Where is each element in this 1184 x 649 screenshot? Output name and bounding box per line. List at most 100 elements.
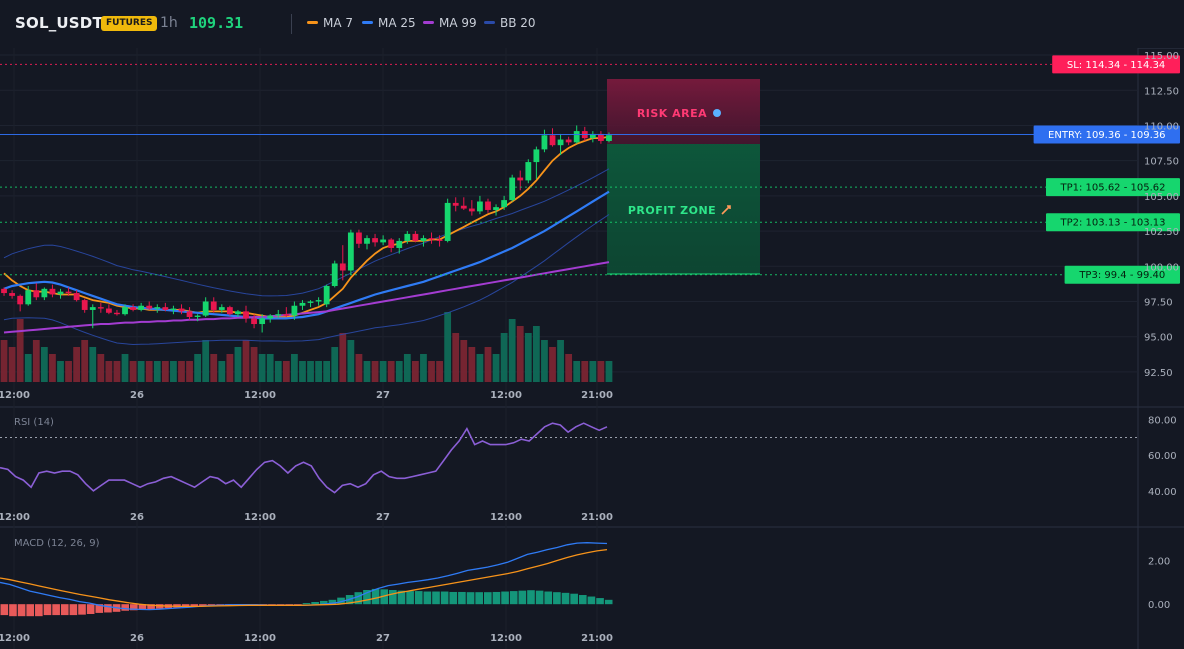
- time-tick-label: 21:00: [581, 512, 613, 523]
- macd-histogram-bar: [0, 604, 9, 616]
- time-tick-label: 12:00: [244, 512, 276, 523]
- candle-body: [291, 305, 298, 316]
- volume-bar: [355, 354, 363, 382]
- bollinger-bands: [3, 168, 610, 346]
- candle-body: [122, 307, 128, 315]
- time-tick-label: 26: [130, 512, 144, 523]
- macd-histogram-bar: [354, 592, 363, 605]
- candle-body: [356, 232, 362, 244]
- volume-bar: [129, 361, 137, 382]
- candle-body: [186, 311, 193, 317]
- tp3-tag-label: TP3: 99.4 - 99.40: [1078, 270, 1165, 281]
- candle-body: [138, 305, 145, 310]
- volume-bar: [250, 347, 258, 382]
- volume-bar: [274, 361, 282, 382]
- volume-bar: [363, 361, 371, 382]
- candle-body: [541, 135, 548, 150]
- macd-histogram-bar: [319, 600, 328, 605]
- volume-bar: [412, 361, 419, 382]
- volume-bar: [161, 361, 169, 382]
- symbol-title[interactable]: SOL_USDT: [15, 14, 103, 32]
- shield-icon: [713, 109, 721, 117]
- risk-area-label: RISK AREA: [637, 107, 707, 120]
- candle-body: [57, 291, 64, 295]
- macd-histogram-bar: [492, 591, 501, 605]
- volume-bar: [282, 361, 290, 382]
- macd-histogram-bar: [199, 604, 207, 607]
- time-tick-label: 21:00: [581, 390, 613, 401]
- volume-bar: [137, 361, 145, 382]
- candle-body: [533, 149, 540, 163]
- macd-histogram-bar: [527, 590, 535, 605]
- macd-histogram-bar: [35, 604, 43, 617]
- moving-averages: [3, 135, 610, 334]
- macd-histogram-bar: [43, 604, 52, 616]
- volume-bar: [573, 361, 581, 382]
- time-tick-label: 12:00: [490, 633, 522, 644]
- candle-body: [218, 307, 225, 310]
- time-tick-label: 12:00: [490, 512, 522, 523]
- candle-body: [33, 290, 40, 298]
- candle-body: [460, 205, 467, 209]
- risk-area-zone: [607, 79, 760, 144]
- candle-body: [25, 290, 32, 305]
- candle-body: [259, 318, 266, 325]
- volume-bar: [65, 361, 72, 382]
- volume-bar: [331, 347, 339, 382]
- volume-bar: [484, 347, 492, 382]
- volume-bar: [299, 361, 306, 382]
- price-tick-label: 115.00: [1144, 51, 1179, 62]
- legend-ma7[interactable]: MA 7: [307, 16, 353, 30]
- time-tick-label: 26: [130, 633, 144, 644]
- timeframe-label[interactable]: 1h: [160, 15, 178, 31]
- volume-bar: [428, 361, 435, 382]
- macd-pane-label: MACD (12, 26, 9): [14, 538, 100, 549]
- legend-ma25[interactable]: MA 25: [362, 16, 416, 30]
- macd-histogram-bar: [397, 590, 406, 605]
- macd-signal-line: [0, 548, 608, 608]
- candle-body: [452, 202, 459, 206]
- macd-histogram-bar: [432, 591, 440, 605]
- ma7-swatch: [307, 21, 318, 24]
- tp3-tag: [1064, 265, 1180, 284]
- macd-histogram-bar: [328, 599, 337, 605]
- candlesticks: [1, 125, 612, 333]
- legend-ma99[interactable]: MA 99: [423, 16, 477, 30]
- volume-bar: [266, 354, 274, 382]
- volume-bar: [500, 333, 508, 382]
- rsi-pane: 80.00 60.00 40.00: [0, 416, 1177, 498]
- macd-histogram-bar: [337, 597, 345, 605]
- volume-bar: [242, 340, 250, 382]
- price-tick-label: 107.50: [1144, 157, 1179, 168]
- candle-body: [65, 291, 72, 294]
- time-tick-label: 21:00: [581, 633, 613, 644]
- macd-histogram-bar: [190, 604, 199, 607]
- volume-bar: [202, 340, 210, 382]
- tp2-tag-label: TP2: 103.13 - 103.13: [1060, 218, 1166, 229]
- macd-histogram-bar: [483, 592, 492, 605]
- legend-bb20[interactable]: BB 20: [484, 16, 536, 30]
- volume-bar: [444, 312, 452, 382]
- volume-bar: [492, 354, 500, 382]
- candle-body: [41, 288, 48, 298]
- macd-histogram-bar: [406, 591, 414, 605]
- time-tick-label: 26: [130, 390, 144, 401]
- candle-body: [606, 135, 612, 141]
- candle-body: [436, 239, 443, 241]
- ma-line-ma25: [3, 190, 610, 320]
- macd-histogram-bar: [95, 604, 104, 613]
- macd-histogram-bar: [130, 604, 138, 611]
- volume-bar: [218, 361, 226, 382]
- volume-bar: [121, 354, 129, 382]
- candle-body: [9, 293, 16, 296]
- rocket-icon: [721, 205, 731, 215]
- candle-body: [299, 302, 306, 306]
- profit-zone-label: PROFIT ZONE: [628, 204, 716, 217]
- macd-histogram-bar: [544, 591, 553, 605]
- macd-histogram-bar: [17, 604, 26, 617]
- volume-bar: [541, 340, 548, 382]
- volume-bar: [436, 361, 443, 382]
- macd-histogram-bar: [535, 590, 544, 605]
- tp1-tag: [1046, 178, 1180, 197]
